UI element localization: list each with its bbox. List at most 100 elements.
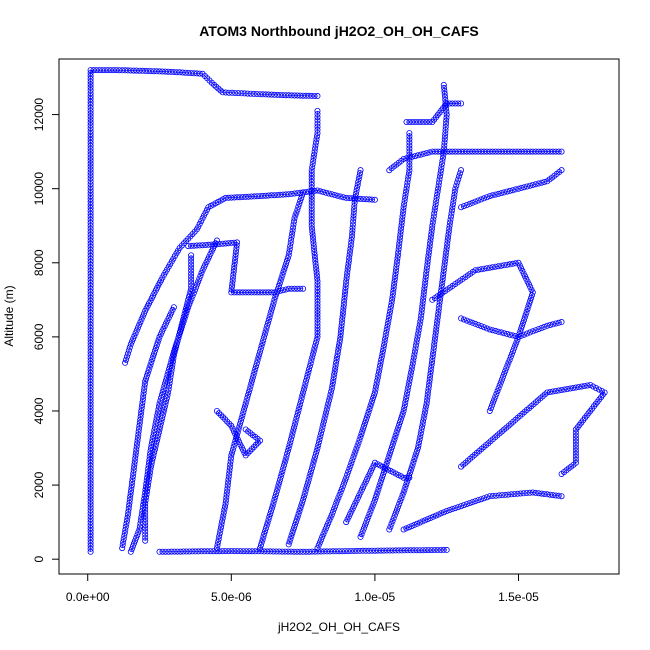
data-point (386, 526, 393, 533)
data-point (257, 345, 264, 352)
data-point (130, 67, 137, 74)
data-point (371, 196, 378, 203)
data-point (308, 187, 315, 194)
data-point (155, 336, 162, 343)
data-point (520, 319, 527, 326)
data-point (327, 391, 334, 398)
data-point (129, 479, 136, 486)
data-point (393, 264, 400, 271)
data-point (547, 321, 554, 328)
data-point (210, 548, 217, 555)
data-point (409, 153, 416, 160)
data-point (265, 316, 272, 323)
data-point (515, 185, 522, 192)
data-point (315, 439, 322, 446)
data-point (406, 154, 413, 161)
data-point (220, 414, 227, 421)
data-point (314, 114, 321, 121)
data-point (441, 142, 448, 149)
data-point (417, 151, 424, 158)
data-point (184, 306, 191, 313)
data-point (302, 380, 309, 387)
data-point (535, 180, 542, 187)
data-point (127, 493, 134, 500)
data-point (87, 169, 94, 176)
data-point (353, 547, 360, 554)
data-point (425, 388, 432, 395)
data-point (495, 263, 502, 270)
data-point (87, 204, 94, 211)
data-point (215, 85, 222, 92)
data-point (145, 465, 152, 472)
data-point (308, 92, 315, 99)
data-point (395, 246, 402, 253)
data-point (406, 119, 413, 126)
data-point (162, 380, 169, 387)
data-point (415, 327, 422, 334)
data-point (277, 473, 284, 480)
data-point (488, 402, 495, 409)
data-point (299, 499, 306, 506)
data-point (372, 494, 379, 501)
data-point (300, 496, 307, 503)
data-point (446, 219, 453, 226)
data-point (435, 308, 442, 315)
data-point (415, 330, 422, 337)
data-point (326, 394, 333, 401)
data-point (314, 130, 321, 137)
data-point (101, 67, 108, 74)
data-point (552, 320, 559, 327)
data-point (290, 221, 297, 228)
data-point (226, 464, 233, 471)
data-point (87, 261, 94, 268)
data-point (414, 119, 421, 126)
data-point (291, 285, 298, 292)
data-point (228, 194, 235, 201)
data-point (87, 444, 94, 451)
data-point (87, 396, 94, 403)
data-point (443, 246, 450, 253)
data-point (122, 67, 129, 74)
data-point (279, 271, 286, 278)
data-point (131, 461, 138, 468)
data-point (240, 548, 247, 555)
data-point (211, 81, 218, 88)
data-point (502, 368, 509, 375)
series-19 (429, 259, 536, 414)
data-point (143, 480, 150, 487)
data-point (240, 409, 247, 416)
series-line (403, 492, 562, 530)
data-point (283, 453, 290, 460)
data-point (429, 353, 436, 360)
data-point (308, 205, 315, 212)
data-point (152, 421, 159, 428)
data-point (145, 462, 152, 469)
data-point (364, 516, 371, 523)
data-point (250, 443, 257, 450)
data-point (243, 548, 250, 555)
data-point (426, 119, 433, 126)
data-point (272, 293, 279, 300)
data-point (143, 477, 150, 484)
data-point (391, 278, 398, 285)
data-point (325, 520, 332, 527)
data-point (371, 547, 378, 554)
data-point (361, 419, 368, 426)
data-point (104, 67, 111, 74)
data-point (309, 164, 316, 171)
data-point (87, 318, 94, 325)
data-point (266, 513, 273, 520)
data-point (262, 525, 269, 532)
data-point (87, 336, 94, 343)
data-point (509, 187, 516, 194)
data-point (133, 67, 140, 74)
data-point (192, 548, 199, 555)
data-point (87, 375, 94, 382)
data-point (435, 148, 442, 155)
data-point (142, 528, 149, 535)
data-point (176, 331, 183, 338)
data-point (438, 281, 445, 288)
data-point (294, 206, 301, 213)
data-point (288, 92, 295, 99)
data-point (182, 312, 189, 319)
